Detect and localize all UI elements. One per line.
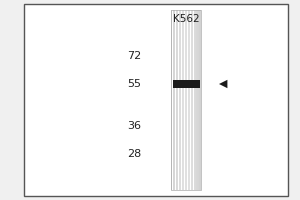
Bar [192, 10, 193, 190]
Bar [176, 10, 177, 190]
Bar [195, 10, 196, 190]
Bar [183, 10, 184, 190]
Bar [178, 10, 179, 190]
Bar [200, 10, 201, 190]
Bar [184, 10, 185, 190]
Bar [186, 10, 187, 190]
Bar [180, 10, 181, 190]
Bar [199, 10, 200, 190]
Bar [188, 10, 189, 190]
Bar [198, 10, 199, 190]
Bar [173, 10, 174, 190]
Bar [182, 10, 183, 190]
Bar [185, 10, 186, 190]
Bar [189, 10, 190, 190]
Polygon shape [219, 80, 227, 88]
Text: 72: 72 [127, 51, 141, 61]
Bar [181, 10, 182, 190]
Bar [187, 10, 188, 190]
Bar [177, 10, 178, 190]
Bar [172, 10, 173, 190]
Text: 28: 28 [127, 149, 141, 159]
Bar [196, 10, 197, 190]
Text: 36: 36 [127, 121, 141, 131]
Bar [191, 10, 192, 190]
Bar [197, 10, 198, 190]
FancyBboxPatch shape [24, 4, 288, 196]
Bar [171, 10, 172, 190]
Bar [174, 10, 175, 190]
Bar [193, 10, 194, 190]
Bar [175, 10, 176, 190]
Bar [179, 10, 180, 190]
Bar [171, 10, 201, 190]
Text: K562: K562 [173, 14, 199, 24]
Bar [190, 10, 191, 190]
Bar [172, 80, 200, 88]
Text: 55: 55 [127, 79, 141, 89]
Bar [194, 10, 195, 190]
